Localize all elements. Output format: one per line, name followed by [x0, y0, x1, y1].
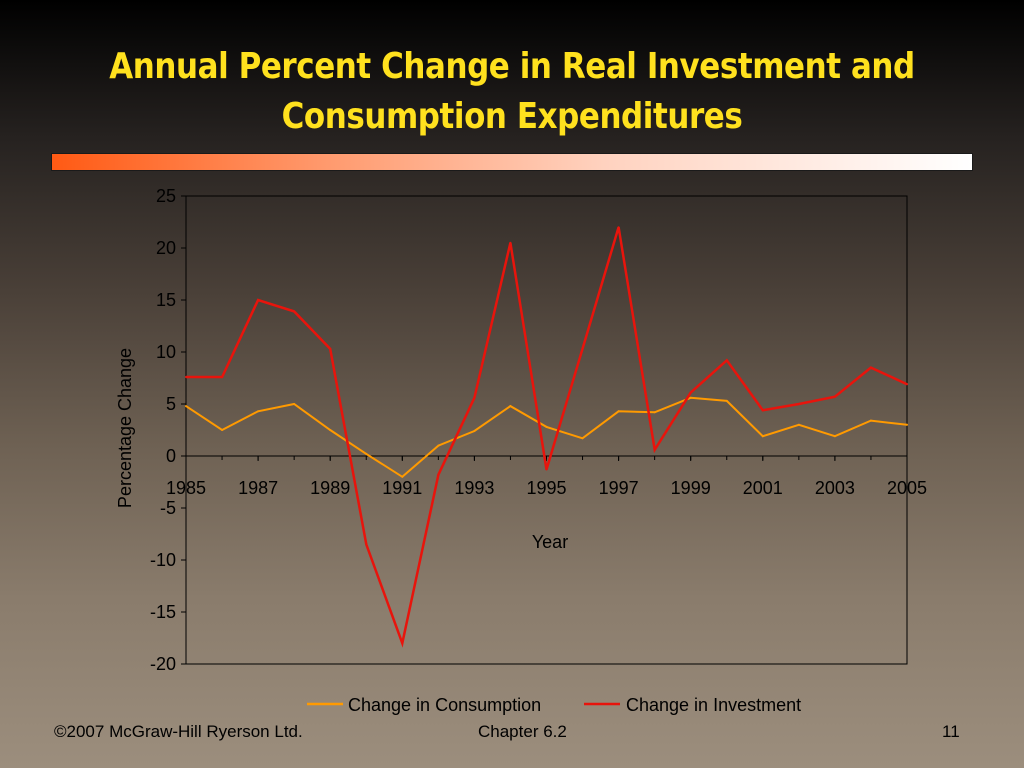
data-point-consumption — [906, 423, 908, 426]
data-point-consumption — [725, 399, 728, 402]
x-tick-label: 2001 — [743, 478, 783, 498]
legend: Change in Consumption Change in Investme… — [307, 695, 801, 715]
series-line-investment — [186, 226, 908, 648]
data-point-consumption — [257, 410, 260, 413]
x-tick-label: 1991 — [382, 478, 422, 498]
data-point-investment — [473, 396, 476, 399]
data-point-consumption — [185, 405, 187, 408]
x-tick-label: 1995 — [526, 478, 566, 498]
y-tick-label: 5 — [166, 394, 176, 414]
data-point-consumption — [401, 475, 404, 478]
x-tick-label: 1989 — [310, 478, 350, 498]
data-point-investment — [689, 391, 692, 394]
data-point-investment — [365, 543, 368, 546]
data-point-investment — [185, 376, 187, 378]
x-tick-label: 1985 — [166, 478, 206, 498]
footer-copyright: ©2007 McGraw-Hill Ryerson Ltd. — [54, 722, 303, 741]
data-point-investment — [401, 642, 404, 645]
data-point-investment — [329, 347, 332, 350]
data-point-investment — [653, 448, 656, 451]
x-axis: 1985 1987 1989 1991 1993 1995 1997 1999 2001 2003… — [166, 456, 927, 498]
data-point-consumption — [329, 429, 332, 431]
data-point-consumption — [365, 452, 368, 455]
y-tick-label: 15 — [156, 290, 176, 310]
data-point-consumption — [689, 396, 692, 399]
series-layer — [185, 226, 908, 648]
data-point-consumption — [833, 435, 836, 438]
data-point-investment — [761, 409, 764, 412]
x-tick-label: 1999 — [671, 478, 711, 498]
data-point-investment — [545, 468, 548, 471]
data-point-consumption — [617, 410, 620, 413]
data-point-consumption — [221, 429, 224, 431]
title-gradient-bar — [51, 153, 973, 171]
data-point-consumption — [581, 437, 584, 440]
y-axis: 25 20 15 10 5 0 -5 -10 -15 -20 — [150, 186, 186, 674]
data-point-consumption — [761, 435, 764, 438]
x-tick-label: 1987 — [238, 478, 278, 498]
y-tick-label: -10 — [150, 550, 176, 570]
data-point-investment — [906, 383, 908, 386]
x-tick-label: 2005 — [887, 478, 927, 498]
data-point-consumption — [653, 411, 656, 414]
y-axis-label: Percentage Change — [115, 348, 135, 508]
data-point-consumption — [797, 423, 800, 426]
slide-title-line1: Annual Percent Change in Real Investment… — [109, 46, 915, 87]
x-tick-label: 1993 — [454, 478, 494, 498]
data-point-consumption — [437, 444, 440, 447]
x-tick-label: 2003 — [815, 478, 855, 498]
footer-chapter: Chapter 6.2 — [478, 722, 567, 741]
y-tick-label: -5 — [160, 498, 176, 518]
data-point-consumption — [869, 419, 872, 422]
footer-page-number: 11 — [942, 722, 960, 741]
y-tick-label: 20 — [156, 238, 176, 258]
data-point-investment — [833, 395, 836, 398]
legend-label-investment: Change in Investment — [626, 695, 801, 715]
y-tick-label: -20 — [150, 654, 176, 674]
x-tick-label: 1997 — [599, 478, 639, 498]
data-point-consumption — [545, 425, 548, 428]
data-point-consumption — [293, 403, 296, 405]
legend-label-consumption: Change in Consumption — [348, 695, 541, 715]
data-point-investment — [293, 310, 296, 313]
data-point-investment — [725, 359, 728, 362]
slide-title-line2: Consumption Expenditures — [281, 96, 743, 137]
slide-title: Annual Percent Change in Real Investment… — [72, 42, 953, 142]
data-point-investment — [869, 366, 872, 369]
plot-area — [185, 195, 908, 665]
y-tick-label: -15 — [150, 602, 176, 622]
y-tick-label: 0 — [166, 446, 176, 466]
data-point-investment — [509, 241, 512, 244]
data-point-consumption — [473, 430, 476, 432]
data-point-investment — [221, 376, 224, 378]
y-tick-label: 10 — [156, 342, 176, 362]
data-point-investment — [257, 299, 260, 301]
x-axis-label: Year — [532, 532, 568, 552]
data-point-investment — [617, 226, 620, 229]
data-point-consumption — [509, 405, 512, 408]
data-point-investment — [797, 403, 800, 405]
y-tick-label: 25 — [156, 186, 176, 206]
data-point-investment — [581, 347, 584, 350]
data-point-investment — [437, 473, 440, 476]
